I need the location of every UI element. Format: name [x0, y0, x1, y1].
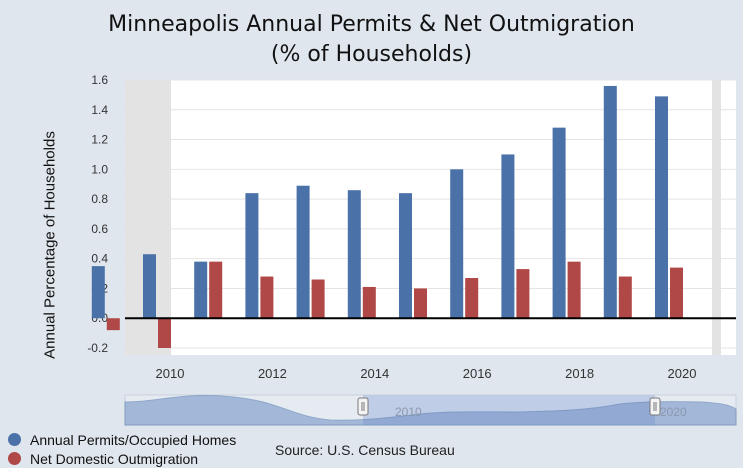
bar-permits-2017[interactable] [501, 154, 515, 319]
y-tick-label: 0.8 [91, 192, 108, 206]
bar-outmigration-2016[interactable] [465, 278, 479, 319]
bar-permits-2018[interactable] [552, 127, 566, 319]
bar-outmigration-2020[interactable] [670, 267, 683, 319]
x-tick-label: 2012 [258, 366, 287, 381]
bar-permits-2015[interactable] [399, 193, 412, 319]
x-tick-label: 2010 [156, 366, 185, 381]
bar-permits-2012[interactable] [245, 193, 259, 319]
x-tick-label: 2016 [463, 366, 492, 381]
bar-permits-2013[interactable] [296, 185, 310, 319]
bar-outmigration-2013[interactable] [311, 279, 325, 319]
bar-permits-2010[interactable] [143, 254, 156, 319]
navigator-label-2010: 2010 [395, 405, 422, 419]
source-note: Source: U.S. Census Bureau [275, 442, 455, 458]
bar-permits-2011[interactable] [194, 261, 208, 319]
y-tick-label: 1.4 [91, 103, 108, 117]
x-tick-labels: 2010 2012 2014 2016 2018 2020 [156, 366, 697, 381]
bar-outmigration-2012[interactable] [260, 276, 274, 319]
bar-outmigration-2014[interactable] [362, 286, 376, 319]
chart-title: Minneapolis Annual Permits & Net Outmigr… [0, 10, 743, 70]
navigator-label-2020: 2020 [660, 405, 687, 419]
bar-permits-2009[interactable] [91, 266, 105, 319]
bar-outmigration-2015[interactable] [414, 288, 427, 319]
navigator-handle-left[interactable] [357, 397, 369, 416]
y-tick-label: -0.2 [87, 341, 108, 355]
bar-permits-2016[interactable] [450, 169, 464, 319]
bars [91, 85, 683, 348]
title-line-2: (% of Households) [270, 42, 473, 67]
bar-permits-2019[interactable] [603, 85, 617, 319]
bar-outmigration-2017[interactable] [516, 269, 530, 319]
plot-area [125, 80, 736, 355]
legend-label-permits: Annual Permits/Occupied Homes [30, 431, 237, 448]
x-tick-label: 2014 [360, 366, 389, 381]
bar-permits-2020[interactable] [655, 96, 668, 319]
navigator-series-area [124, 394, 737, 426]
title-line-1: Minneapolis Annual Permits & Net Outmigr… [108, 12, 635, 37]
selection-shade-right [712, 80, 721, 355]
range-navigator[interactable]: 2010 2020 [124, 394, 737, 426]
navigator-handle-right[interactable] [649, 397, 661, 416]
legend-marker-outmigration [8, 452, 21, 465]
legend-marker-permits [8, 433, 21, 446]
x-tick-label: 2018 [565, 366, 594, 381]
y-tick-label: 1.0 [91, 162, 108, 176]
legend-item-outmigration[interactable]: Net Domestic Outmigration [8, 449, 236, 468]
legend-item-permits[interactable]: Annual Permits/Occupied Homes [8, 430, 236, 449]
x-tick-label: 2020 [668, 366, 697, 381]
bar-outmigration-2011[interactable] [209, 261, 223, 319]
y-tick-label: 1.6 [91, 73, 108, 87]
plot-background [125, 80, 736, 355]
legend-label-outmigration: Net Domestic Outmigration [30, 450, 199, 467]
gridlines [125, 79, 736, 349]
y-tick-label: 1.2 [91, 133, 108, 147]
bar-outmigration-2019[interactable] [618, 276, 632, 319]
y-tick-labels: 1.61.41.21.00.80.60.40.20.0-0.2 [87, 73, 108, 355]
bar-outmigration-2009[interactable] [106, 318, 120, 331]
bar-outmigration-2018[interactable] [567, 261, 581, 319]
legend: Annual Permits/Occupied Homes Net Domest… [8, 430, 236, 468]
bar-outmigration-2010[interactable] [158, 318, 171, 348]
y-tick-label: 0.6 [91, 222, 108, 236]
y-tick-label: 0.4 [91, 252, 108, 266]
bar-permits-2014[interactable] [347, 190, 361, 319]
